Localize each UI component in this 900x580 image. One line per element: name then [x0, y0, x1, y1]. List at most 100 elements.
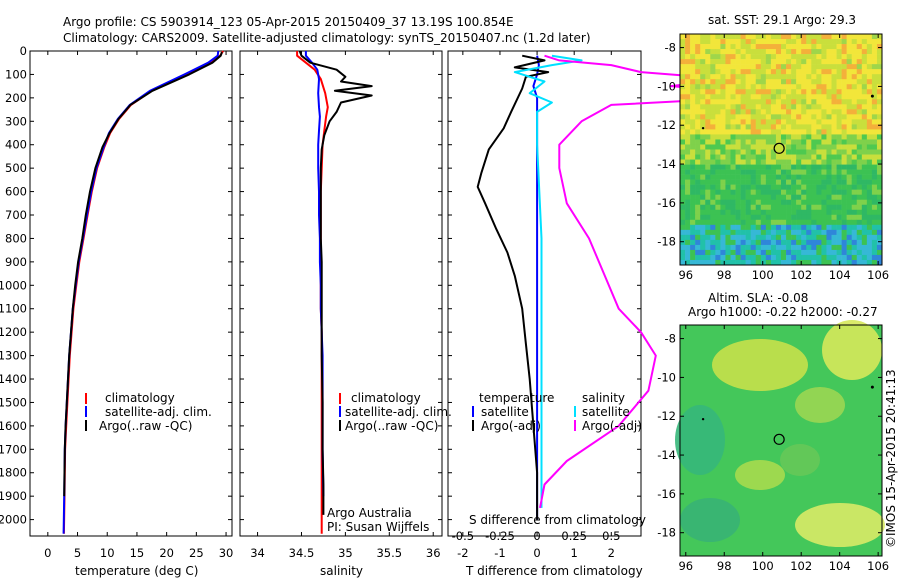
- sst-cell: [750, 119, 757, 125]
- sst-cell: [720, 104, 726, 110]
- sst-cell: [806, 169, 812, 175]
- sst-cell: [846, 154, 852, 160]
- sst-cell: [826, 69, 832, 75]
- depth-tick-label: 1700: [0, 442, 27, 456]
- sst-cell: [730, 204, 736, 211]
- sst-cell: [685, 174, 691, 180]
- sst-cell: [801, 249, 807, 256]
- sst-cell: [730, 124, 736, 130]
- sst-cell: [806, 44, 812, 50]
- sst-cell: [680, 244, 686, 251]
- sst-cell: [831, 154, 837, 160]
- sst-cell: [700, 224, 706, 231]
- depth-tick-label: 1300: [0, 349, 27, 363]
- sst-cell: [856, 224, 863, 231]
- sst-cell: [705, 129, 711, 135]
- sst-cell: [851, 224, 858, 231]
- sst-cell: [695, 259, 701, 266]
- sst-cell: [836, 84, 842, 90]
- sst-cell: [690, 84, 696, 90]
- sst-cell: [730, 249, 736, 256]
- sst-cell: [861, 129, 868, 135]
- sst-cell: [791, 99, 797, 105]
- sst-cell: [705, 184, 711, 190]
- sst-cell: [760, 94, 767, 100]
- sst-cell: [826, 99, 832, 105]
- sst-cell: [801, 234, 807, 241]
- sst-cell: [821, 109, 827, 115]
- sst-cell: [786, 239, 792, 246]
- legend-label-argo: Argo(..raw -QC): [345, 419, 438, 433]
- sst-cell: [876, 159, 883, 165]
- sst-cell: [856, 154, 863, 160]
- sst-cell: [725, 184, 731, 190]
- sst-cell: [680, 134, 686, 140]
- sst-cell: [775, 244, 782, 251]
- sst-cell: [770, 179, 777, 185]
- sst-cell: [720, 89, 726, 95]
- sst-cell: [765, 44, 772, 50]
- sla-map-axes: 96 98 100 102 104 106-8-10-12-14-16-18: [657, 325, 889, 573]
- sst-cell: [871, 149, 878, 155]
- sst-cell: [801, 89, 807, 95]
- sst-cell: [745, 44, 751, 50]
- sst-cell: [811, 244, 817, 251]
- sst-cell: [851, 79, 858, 85]
- sst-cell: [861, 224, 868, 231]
- series-line-climatology: [62, 50, 224, 534]
- sst-cell: [700, 129, 706, 135]
- sst-cell: [826, 224, 832, 231]
- sst-cell: [760, 194, 767, 201]
- sst-cell: [745, 49, 751, 55]
- sst-cell: [826, 94, 832, 100]
- sst-cell: [685, 204, 691, 211]
- sst-cell: [786, 229, 792, 236]
- sst-cell: [695, 149, 701, 155]
- sst-cell: [710, 134, 716, 140]
- sst-cell: [856, 214, 863, 221]
- map-x-tick-label: 102: [790, 559, 812, 573]
- sst-cell: [720, 64, 726, 70]
- sst-cell: [680, 114, 686, 120]
- sst-cell: [801, 129, 807, 135]
- depth-tick-label: 300: [5, 114, 27, 128]
- x-tick-label: 15: [130, 546, 145, 560]
- sst-cell: [801, 109, 807, 115]
- sst-cell: [836, 239, 842, 246]
- island-marker: [870, 94, 874, 98]
- sst-cell: [826, 249, 832, 256]
- sst-cell: [811, 119, 817, 125]
- sst-cell: [750, 79, 757, 85]
- sst-cell: [866, 109, 873, 115]
- sst-cell: [690, 89, 696, 95]
- sst-cell: [876, 204, 883, 211]
- sst-cell: [821, 104, 827, 110]
- sst-cell: [796, 139, 802, 145]
- sst-cell: [725, 174, 731, 180]
- sst-cell: [871, 199, 878, 206]
- sst-cell: [831, 104, 837, 110]
- sst-cell: [760, 114, 767, 120]
- sst-cell: [695, 49, 701, 55]
- map-y-tick-label: -14: [657, 157, 676, 171]
- sst-cell: [871, 209, 878, 216]
- sst-cell: [765, 89, 772, 95]
- sst-cell: [755, 34, 762, 40]
- sst-cell: [841, 59, 847, 65]
- sst-cell: [801, 64, 807, 70]
- sst-cell: [801, 209, 807, 216]
- sst-cell: [876, 174, 883, 180]
- sst-cell: [690, 219, 696, 226]
- sst-cell: [841, 34, 847, 40]
- sst-cell: [856, 109, 863, 115]
- x-tick-label: 34.5: [289, 546, 315, 560]
- sst-cell: [811, 94, 817, 100]
- sst-cell: [831, 59, 837, 65]
- sst-cell: [821, 114, 827, 120]
- sst-cell: [695, 194, 701, 201]
- sst-cell: [775, 114, 782, 120]
- sst-cell: [695, 59, 701, 65]
- sst-cell: [826, 219, 832, 226]
- sst-cell: [700, 254, 706, 261]
- sst-cell: [821, 249, 827, 256]
